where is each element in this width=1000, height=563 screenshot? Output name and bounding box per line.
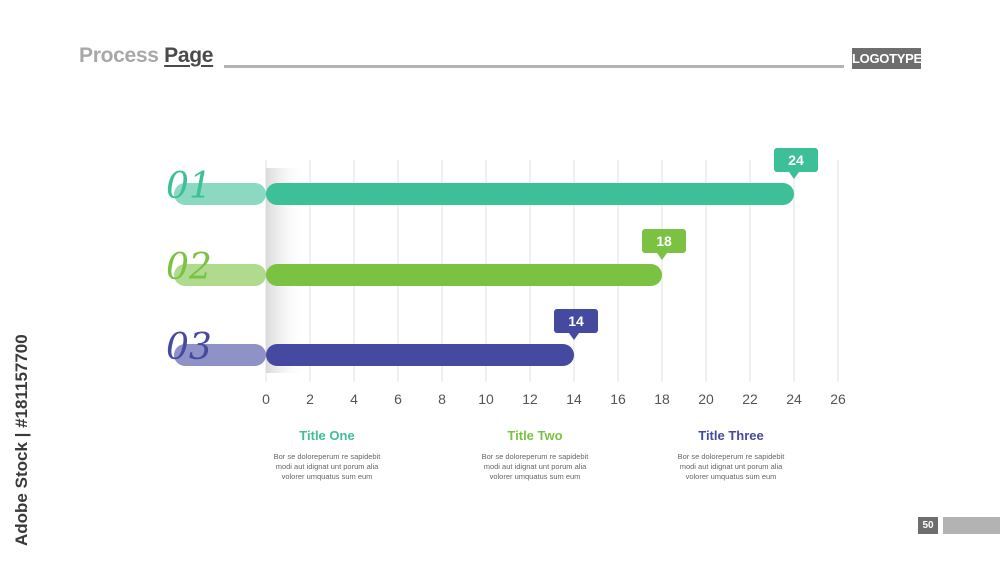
x-tick-label: 8 (438, 391, 446, 407)
bar-one (266, 183, 794, 205)
value-bubble-three (554, 309, 598, 333)
x-tick-label: 0 (262, 391, 270, 407)
page-title: Process Page (79, 44, 213, 68)
column-two-line: Bor se doloreperum re sapidebit (481, 452, 589, 461)
column-two-title: Title Two (507, 428, 563, 443)
column-two: Title Two Bor se doloreperum re sapidebi… (440, 428, 630, 482)
stock-credit: Adobe Stock | #181157700 (12, 334, 31, 546)
value-label-one: 24 (788, 152, 804, 168)
column-two-line: modi aut idignat unt porum alia (483, 462, 587, 471)
column-one-title: Title One (299, 428, 355, 443)
value-bubble-pointer-three (569, 333, 579, 340)
x-tick-label: 24 (786, 391, 802, 407)
value-bubble-pointer-two (657, 253, 667, 260)
x-tick-label: 16 (610, 391, 626, 407)
value-bubble-two (642, 229, 686, 253)
column-three-line: volorer umquatus sum eum (685, 472, 777, 481)
x-axis-ticks: 0 2 4 6 8 10 12 14 16 18 20 22 24 26 (262, 391, 846, 407)
category-label-three: 03 (166, 327, 212, 368)
bar-three-lead (174, 344, 266, 366)
value-label-two: 18 (656, 233, 672, 249)
category-label-one: 01 (166, 166, 212, 207)
column-one-line: modi aut idignat unt porum alia (275, 462, 379, 471)
value-label-three: 14 (568, 313, 584, 329)
x-tick-label: 14 (566, 391, 582, 407)
x-tick-label: 20 (698, 391, 714, 407)
logotype: LOGOTYPE (852, 48, 922, 69)
header-divider (224, 65, 844, 68)
x-tick-label: 10 (478, 391, 494, 407)
column-one-line: volorer umquatus sum eum (281, 472, 373, 481)
page-title-light: Process (79, 44, 159, 67)
column-three-line: modi aut idignat unt porum alia (679, 462, 783, 471)
bar-three (266, 344, 574, 366)
x-tick-label: 18 (654, 391, 670, 407)
x-tick-label: 4 (350, 391, 358, 407)
page-number: 50 (918, 517, 938, 534)
page-title-dark: Page (164, 44, 214, 67)
x-tick-label: 6 (394, 391, 402, 407)
bar-two-lead (174, 264, 266, 286)
x-tick-label: 2 (306, 391, 314, 407)
column-three: Title Three Bor se doloreperum re sapide… (636, 428, 826, 482)
column-two-line: volorer umquatus sum eum (489, 472, 581, 481)
bars: 01 24 02 18 03 14 (166, 148, 818, 368)
column-three-body: Bor se doloreperum re sapidebit modi aut… (636, 452, 826, 482)
column-three-line: Bor se doloreperum re sapidebit (677, 452, 785, 461)
page-footer-bar (943, 517, 1000, 534)
column-three-title: Title Three (698, 428, 764, 443)
x-tick-label: 12 (522, 391, 538, 407)
x-tick-label: 26 (830, 391, 846, 407)
category-label-two: 02 (166, 247, 212, 288)
value-bubble-one (774, 148, 818, 172)
column-one-line: Bor se doloreperum re sapidebit (273, 452, 381, 461)
x-tick-label: 22 (742, 391, 758, 407)
column-one-body: Bor se doloreperum re sapidebit modi aut… (232, 452, 422, 482)
column-two-body: Bor se doloreperum re sapidebit modi aut… (440, 452, 630, 482)
bar-two (266, 264, 662, 286)
column-one: Title One Bor se doloreperum re sapidebi… (232, 428, 422, 482)
bar-one-lead (174, 183, 266, 205)
value-bubble-pointer-one (789, 172, 799, 179)
